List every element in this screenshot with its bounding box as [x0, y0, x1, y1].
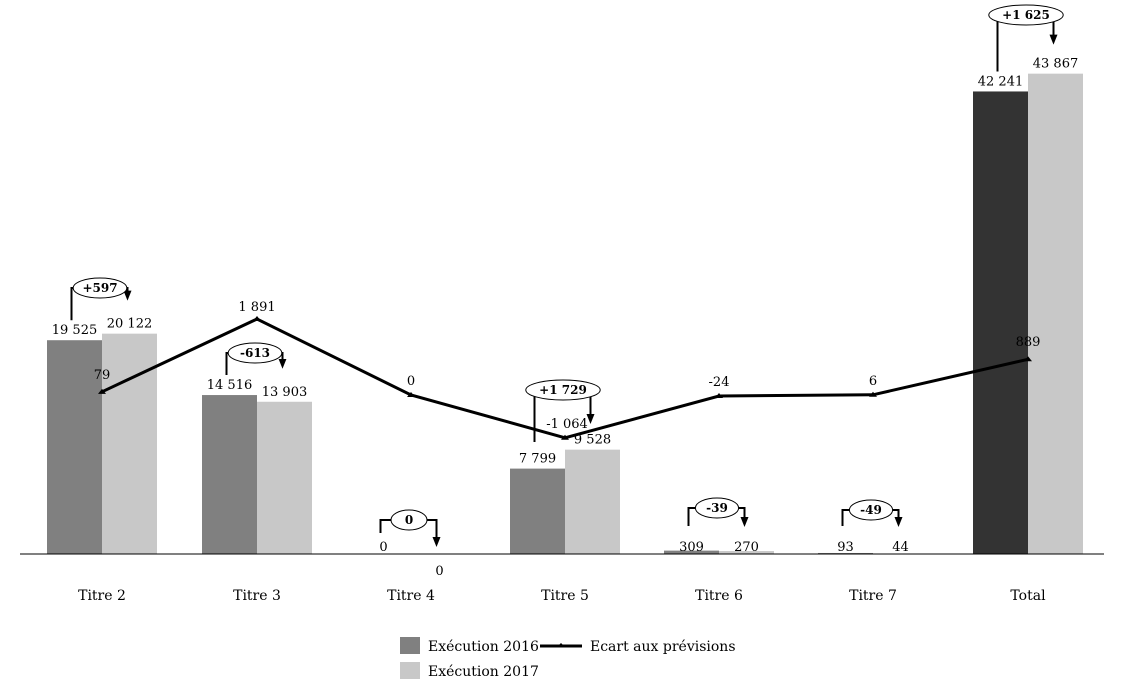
variation-bubble-6: [848, 499, 894, 521]
line-point-3: [407, 392, 415, 397]
category-label-1: Titre 2: [78, 588, 126, 604]
variation-label-7: +1 625: [1002, 8, 1050, 22]
value-label-2016-1: 19 525: [52, 323, 98, 338]
category-label-6: Titre 7: [849, 588, 897, 604]
bar-2017-5: [719, 551, 774, 554]
variation-bubble-7: [988, 4, 1064, 26]
legend-label-2016: Exécution 2016: [428, 639, 539, 655]
variation-bubble-2: [227, 342, 283, 364]
bar-2016-4: [510, 468, 565, 554]
category-label-5: Titre 6: [695, 588, 743, 604]
value-label-2016-5: 309: [679, 540, 704, 555]
value-label-2017-1: 20 122: [107, 317, 153, 332]
variation-label-5: -39: [706, 501, 728, 515]
value-label-2016-2: 14 516: [207, 378, 253, 393]
legend-swatch-2016: [400, 637, 420, 654]
legend-label-line: Ecart aux prévisions: [590, 639, 736, 655]
value-label-2016-4: 7 799: [519, 452, 556, 467]
legend: Exécution 2016 Exécution 2017 Ecart aux …: [400, 637, 736, 680]
category-label-2: Titre 3: [233, 588, 281, 604]
value-label-2017-5: 270: [734, 540, 759, 555]
variation-bubble-1: [72, 277, 128, 299]
line-point-6: [869, 391, 877, 397]
line-label-7: 889: [1016, 335, 1041, 350]
line-label-3: 0: [407, 374, 415, 389]
line-point-1: [98, 388, 106, 394]
legend-label-2017: Exécution 2017: [428, 664, 539, 680]
variation-label-2: -613: [240, 346, 270, 360]
value-label-2016-6: 93: [837, 540, 854, 555]
bar-2017-4: [565, 449, 620, 554]
variation-bubble-3: [390, 509, 428, 531]
variation-label-1: +597: [82, 281, 117, 295]
category-label-7: Total: [1010, 588, 1046, 604]
legend-swatch-2017: [400, 662, 420, 679]
line-point-2: [253, 315, 261, 321]
line-point-5: [715, 392, 723, 398]
value-label-2017-3: 0: [435, 564, 443, 579]
value-label-2016-7: 42 241: [978, 74, 1024, 89]
line-label-4: -1 064: [546, 417, 588, 432]
bar-2016-7: [973, 91, 1028, 554]
line-label-2: 1 891: [238, 300, 275, 315]
line-point-7: [1024, 356, 1032, 362]
value-label-2017-4: 9 528: [574, 433, 611, 448]
legend-line-marker: [557, 643, 565, 647]
variation-label-4: +1 729: [539, 383, 587, 397]
value-label-2016-3: 0: [379, 540, 387, 555]
bar-2017-1: [102, 333, 157, 554]
bar-2016-2: [202, 395, 257, 554]
value-label-2017-6: 44: [892, 540, 909, 555]
variation-bubble-5: [694, 497, 740, 519]
bar-2017-7: [1028, 73, 1083, 555]
bar-2016-5: [664, 550, 719, 554]
line-point-4: [561, 434, 569, 440]
bar-2016-1: [47, 340, 102, 554]
value-label-2017-2: 13 903: [262, 385, 308, 400]
line-label-5: -24: [709, 375, 730, 390]
value-label-2017-7: 43 867: [1033, 57, 1079, 72]
variation-label-6: -49: [860, 503, 882, 517]
line-label-1: 79: [94, 368, 111, 383]
category-label-3: Titre 4: [387, 588, 435, 604]
category-label-4: Titre 5: [541, 588, 589, 604]
bar-2017-2: [257, 401, 312, 554]
line-label-6: 6: [869, 374, 877, 389]
variation-label-3: 0: [405, 513, 413, 527]
bar-2016-6: [818, 552, 873, 554]
variation-bubble-4: [525, 379, 601, 401]
